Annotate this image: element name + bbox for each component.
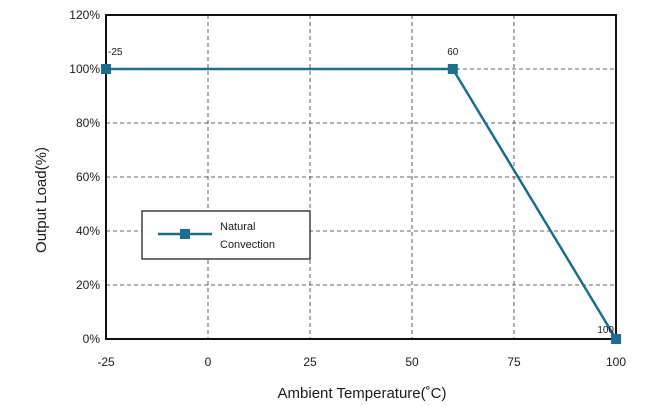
point-labels: -25 60 100: [108, 47, 614, 336]
y-tick-label: 0%: [83, 332, 101, 346]
y-tick-label: 40%: [76, 224, 100, 238]
legend-label-line2: Convection: [220, 239, 275, 251]
y-tick-label: 80%: [76, 116, 100, 130]
data-point-label: -25: [108, 47, 123, 58]
x-tick-label: -25: [97, 355, 115, 369]
series-line: [106, 67, 618, 340]
y-tick-label: 100%: [69, 62, 100, 76]
x-tick-label: 100: [606, 355, 626, 369]
axis-ticks: -25 0 25 50 75 100 0% 20% 40% 60% 80% 100% 120%: [69, 8, 626, 369]
plot-frame: [105, 14, 617, 340]
plot-border: [105, 14, 617, 340]
data-point-marker: [611, 334, 621, 344]
y-tick-label: 60%: [76, 170, 100, 184]
y-tick-label: 20%: [76, 278, 100, 292]
x-tick-label: 0: [205, 355, 212, 369]
grid: [106, 15, 616, 339]
data-point-marker: [447, 64, 458, 74]
series-layer: [101, 64, 621, 344]
data-point-label: 60: [447, 47, 459, 58]
x-tick-label: 50: [405, 355, 419, 369]
data-point-marker: [101, 64, 111, 74]
x-tick-label: 25: [303, 355, 317, 369]
legend-box: [141, 210, 311, 260]
data-point-label: 100: [597, 325, 614, 336]
y-axis-title: Output Load(%): [33, 147, 50, 253]
legend-marker: [180, 229, 190, 239]
legend: Natural Convection: [141, 210, 311, 260]
legend-label-line1: Natural: [220, 221, 255, 233]
y-tick-label: 120%: [69, 8, 100, 22]
x-tick-label: 75: [507, 355, 521, 369]
x-axis-title: Ambient Temperature(˚C): [278, 385, 447, 402]
